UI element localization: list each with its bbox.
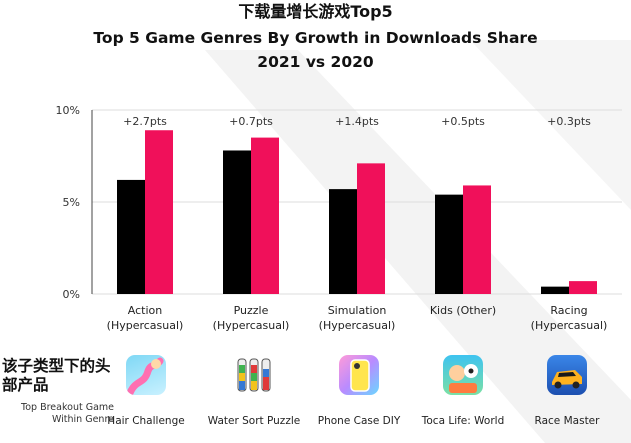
water-sort-puzzle-icon — [234, 355, 274, 395]
bar-2020 — [435, 194, 463, 294]
x-tick-label: Action (Hypercasual) — [107, 304, 184, 332]
game-item-race-master[interactable]: Race Master — [502, 355, 631, 428]
game-item-hair-challenge[interactable]: Hair Challenge — [81, 355, 211, 428]
y-tick-label: 10% — [56, 104, 80, 117]
game-name: Phone Case DIY — [317, 415, 401, 427]
x-tick-label-line: (Hypercasual) — [107, 319, 184, 332]
growth-label: +0.7pts — [229, 115, 273, 128]
x-tick-label-line: (Hypercasual) — [213, 319, 290, 332]
breakout-label-chinese: 该子类型下的头部产品 — [2, 357, 111, 394]
growth-label: +0.3pts — [547, 115, 591, 128]
breakout-label: Top Breakout Game Within Genre — [21, 402, 114, 425]
growth-label: +0.5pts — [441, 115, 485, 128]
x-tick-label-line: Kids (Other) — [430, 304, 496, 317]
game-name: Water Sort Puzzle — [207, 415, 301, 427]
game-item-water-sort-puzzle[interactable]: Water Sort Puzzle — [189, 355, 319, 428]
bar-2021 — [145, 130, 173, 294]
bar-2021 — [251, 137, 279, 294]
game-item-toca-life-world[interactable]: Toca Life: World — [398, 355, 528, 428]
x-tick-label-line: (Hypercasual) — [319, 319, 396, 332]
toca-life-world-icon — [443, 355, 483, 395]
growth-label: +2.7pts — [123, 115, 167, 128]
chart-subtitle: 2021 vs 2020 — [257, 53, 374, 71]
x-tick-label: Racing (Hypercasual) — [531, 304, 608, 332]
x-tick-label: Simulation (Hypercasual) — [319, 304, 396, 332]
bar-2020 — [223, 150, 251, 294]
game-name: Toca Life: World — [421, 415, 505, 427]
bar-2021 — [569, 281, 597, 294]
x-tick-label-line: Puzzle — [234, 304, 269, 317]
bar-2021 — [357, 163, 385, 294]
phone-case-diy-icon — [339, 355, 379, 395]
bar-2020 — [541, 286, 569, 294]
x-tick-label-line: (Hypercasual) — [531, 319, 608, 332]
x-tick-label-line: Action — [128, 304, 162, 317]
y-tick-label: 0% — [63, 288, 80, 301]
x-tick-label-line: Simulation — [328, 304, 387, 317]
bar-2021 — [463, 185, 491, 294]
hair-challenge-icon — [126, 355, 166, 395]
game-name: Race Master — [534, 415, 600, 427]
y-tick-label: 5% — [63, 196, 80, 209]
x-tick-label: Puzzle (Hypercasual) — [213, 304, 290, 332]
chart-title-chinese: 下载量增长游戏Top5 — [238, 2, 393, 21]
chart-title: Top 5 Game Genres By Growth in Downloads… — [93, 29, 538, 47]
game-item-phone-case-diy[interactable]: Phone Case DIY — [294, 355, 424, 428]
x-tick-label-line: Racing — [550, 304, 587, 317]
x-tick-label: Kids (Other) — [430, 304, 496, 317]
race-master-icon — [547, 355, 587, 395]
bar-2020 — [329, 189, 357, 294]
bar-2020 — [117, 179, 145, 294]
growth-label: +1.4pts — [335, 115, 379, 128]
game-name: Hair Challenge — [107, 415, 185, 427]
